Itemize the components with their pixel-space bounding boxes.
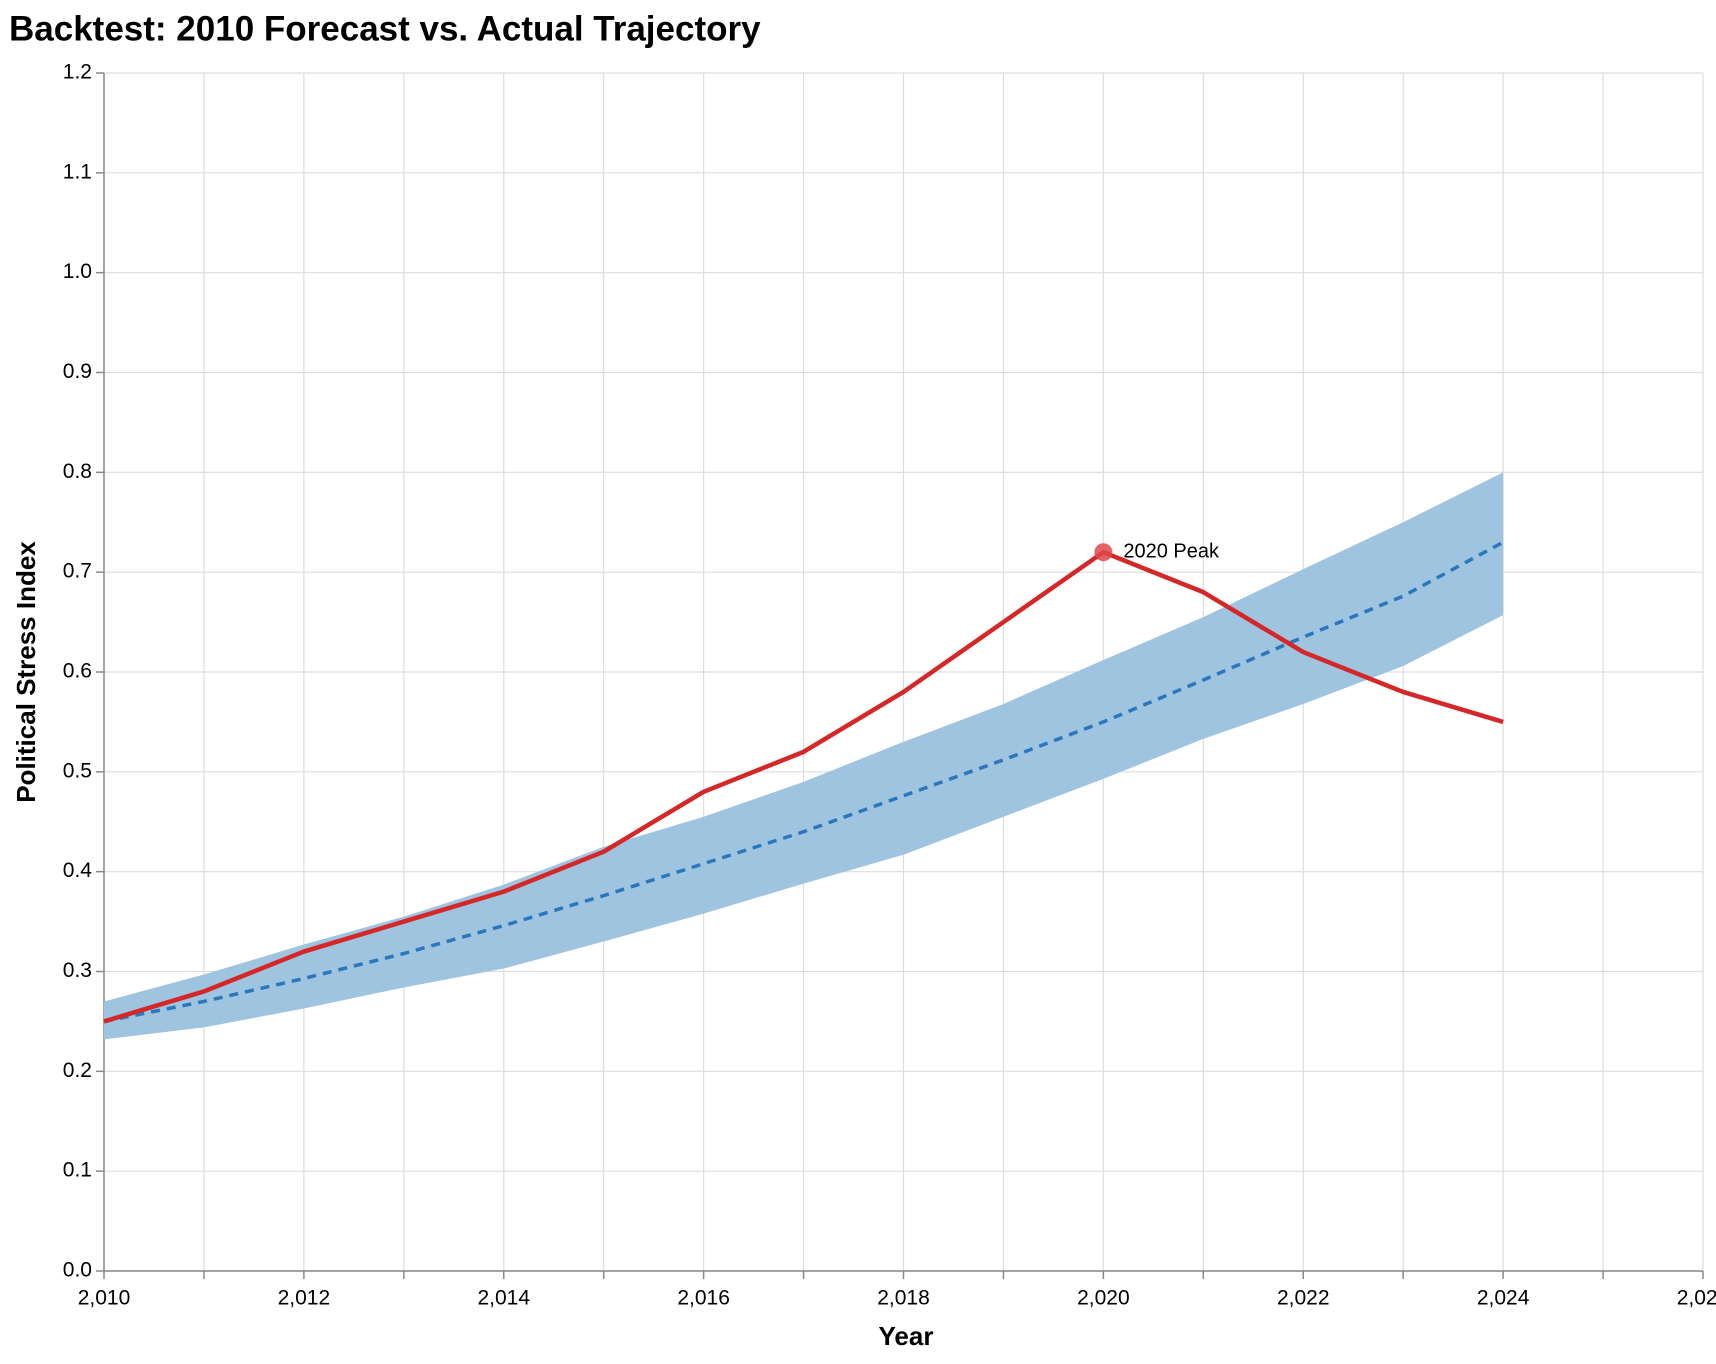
x-tick-label: 2,022	[1277, 1287, 1330, 1310]
y-tick-label: 1.0	[63, 260, 92, 283]
annotation-point	[1094, 543, 1113, 562]
series-line	[103, 540, 1504, 1024]
y-tick-label: 1.2	[63, 61, 92, 84]
y-tick-label: 0.7	[63, 560, 92, 583]
x-tick-label: 2,024	[1477, 1287, 1530, 1310]
y-tick-label: 0.1	[63, 1159, 92, 1182]
y-tick-label: 0.8	[63, 460, 92, 483]
y-tick-label: 0.3	[63, 959, 92, 982]
y-tick-label: 0.0	[63, 1259, 92, 1282]
x-tick-label: 2,026	[1677, 1287, 1716, 1310]
x-tick-label: 2,012	[278, 1287, 331, 1310]
x-tick-label: 2,020	[1077, 1287, 1130, 1310]
annotation-label: 2020 Peak	[1123, 540, 1220, 562]
y-tick-label: 0.6	[63, 660, 92, 683]
y-tick-label: 0.9	[63, 360, 92, 383]
x-tick-label: 2,014	[477, 1287, 530, 1310]
x-axis-title: Year	[879, 1321, 934, 1351]
y-tick-label: 0.4	[63, 859, 93, 882]
y-axis-title: Political Stress Index	[11, 541, 41, 803]
x-tick-label: 2,010	[78, 1287, 131, 1310]
series-line	[103, 549, 1504, 1024]
forecast-band	[104, 472, 1504, 1040]
y-tick-label: 0.5	[63, 759, 92, 782]
y-tick-label: 1.1	[63, 160, 92, 183]
x-tick-label: 2,018	[877, 1287, 930, 1310]
y-tick-label: 0.2	[63, 1059, 92, 1082]
x-tick-label: 2,016	[677, 1287, 730, 1310]
chart-title: Backtest: 2010 Forecast vs. Actual Traje…	[9, 9, 761, 48]
